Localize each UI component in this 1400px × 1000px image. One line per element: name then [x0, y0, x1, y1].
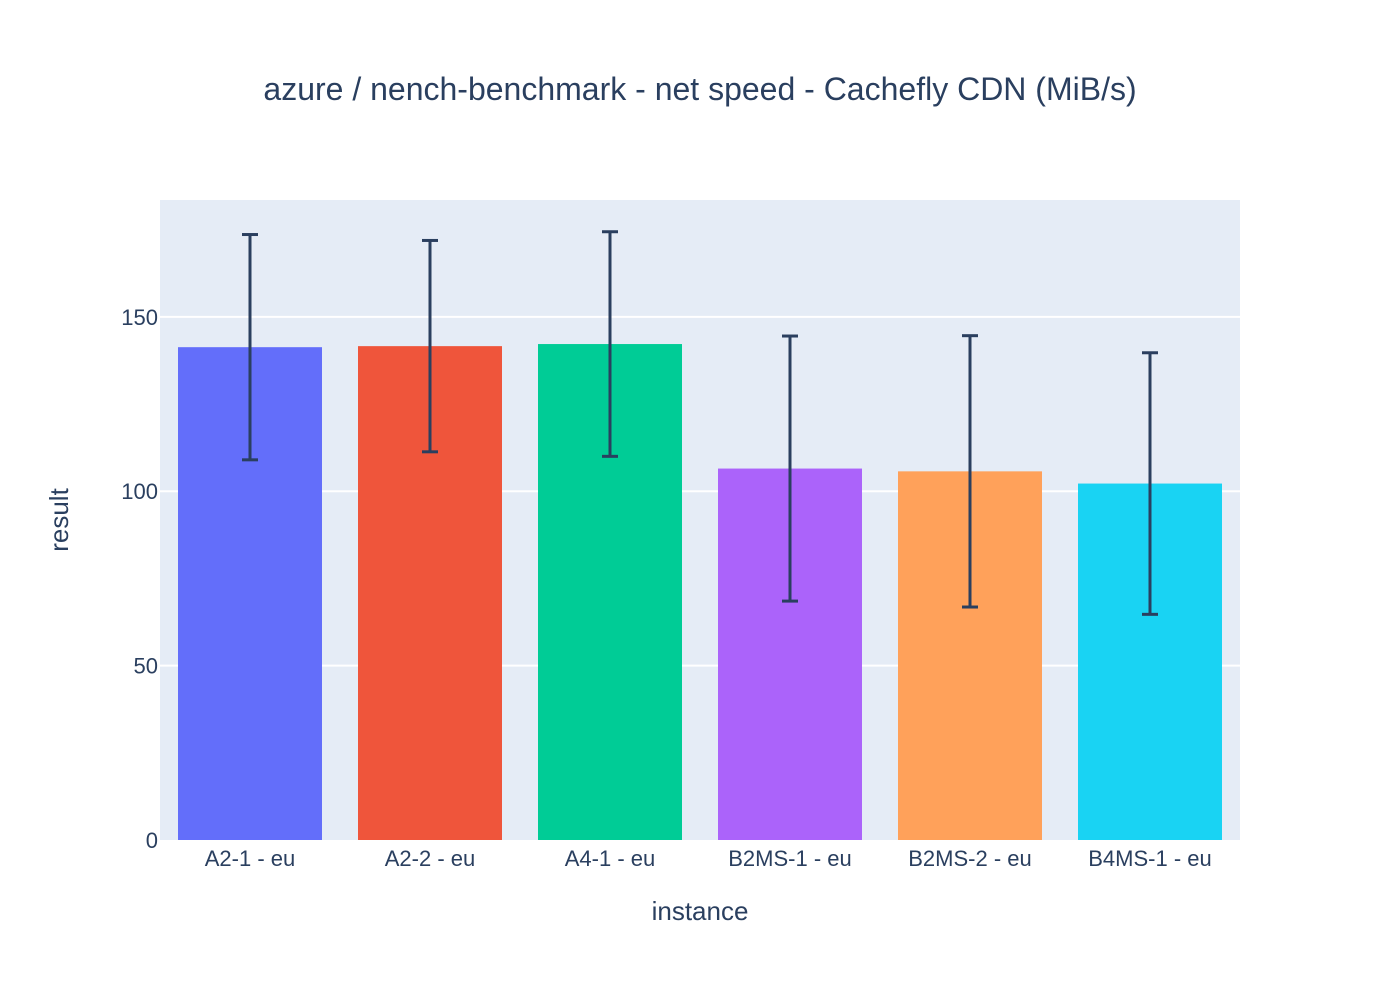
y-tick-label: 50: [134, 654, 158, 679]
x-tick-label: A2-1 - eu: [205, 846, 296, 871]
x-tick-label: B2MS-2 - eu: [908, 846, 1032, 871]
x-tick-label: B2MS-1 - eu: [728, 846, 852, 871]
y-axis-ticks: 0 50 100 150: [121, 305, 158, 853]
x-tick-label: B4MS-1 - eu: [1088, 846, 1212, 871]
y-tick-label: 150: [121, 305, 158, 330]
x-tick-label: A2-2 - eu: [385, 846, 476, 871]
x-tick-label: A4-1 - eu: [565, 846, 656, 871]
plot-area: [160, 200, 1240, 840]
error-bars: [242, 230, 1158, 616]
x-axis-title: instance: [652, 896, 749, 926]
y-axis-title: result: [44, 487, 74, 551]
x-axis-ticks: A2-1 - eu A2-2 - eu A4-1 - eu B2MS-1 - eu B2…: [205, 846, 1212, 871]
chart-title: azure / nench-benchmark - net speed - Ca…: [263, 71, 1136, 107]
y-tick-label: 100: [121, 479, 158, 504]
gridlines: [160, 315, 1240, 667]
y-tick-label: 0: [146, 828, 158, 853]
